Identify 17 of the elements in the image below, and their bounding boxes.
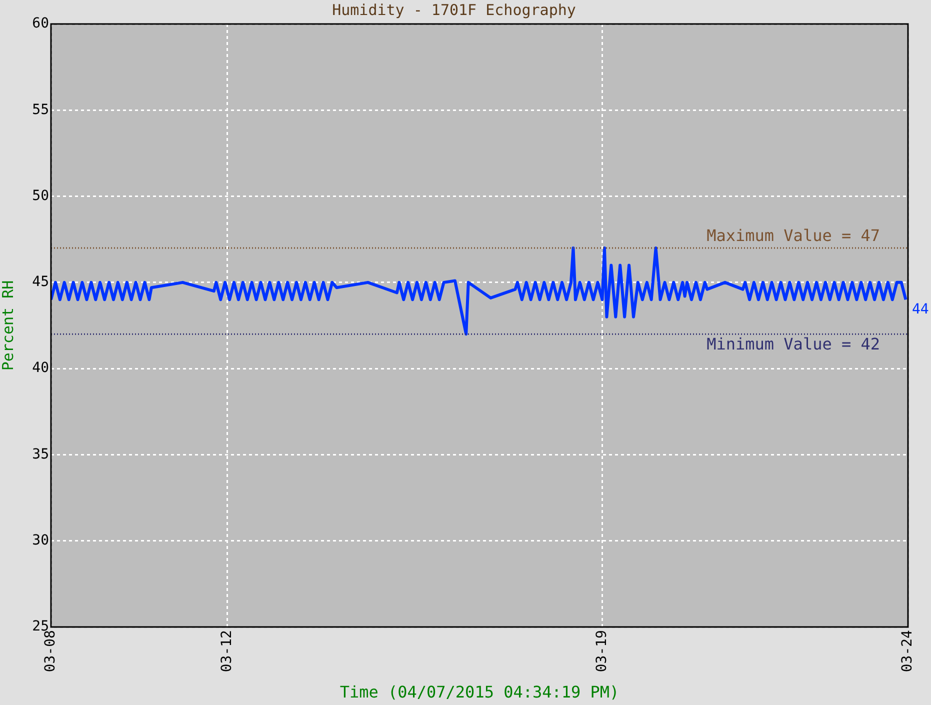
y-axis-title: Percent RH	[0, 280, 17, 371]
ref-line-label: Minimum Value = 42	[706, 334, 880, 354]
annotation: 44	[912, 301, 929, 318]
y-tick-label: 40	[32, 360, 49, 376]
x-axis-title: Time (04/07/2015 04:34:19 PM)	[340, 682, 620, 702]
x-tick-label: 03-24	[900, 630, 916, 672]
x-tick-label: 03-08	[42, 630, 59, 672]
y-tick-label: 30	[32, 532, 49, 548]
y-tick-label: 60	[32, 16, 49, 32]
y-tick-label: 55	[32, 102, 49, 118]
chart-title: Humidity - 1701F Echography	[332, 0, 576, 19]
y-tick-label: 45	[32, 274, 49, 290]
ref-line-label: Maximum Value = 47	[706, 226, 880, 246]
y-tick-label: 35	[32, 446, 49, 462]
y-tick-label: 50	[32, 188, 49, 204]
x-tick-label: 03-12	[218, 630, 235, 672]
x-tick-label: 03-19	[594, 630, 610, 672]
